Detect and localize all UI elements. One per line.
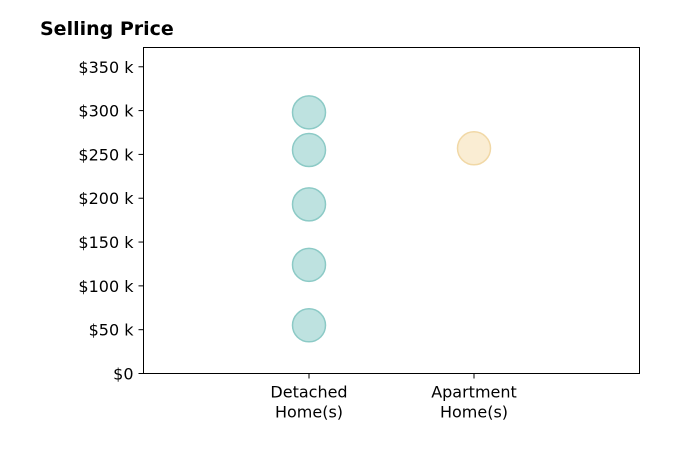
x-tick-label: Detached	[270, 383, 347, 402]
y-tick-label: $100 k	[78, 277, 134, 296]
y-tick-label: $0	[113, 365, 133, 384]
chart-title: Selling Price	[40, 18, 174, 40]
data-point	[291, 187, 327, 222]
data-point	[291, 247, 327, 283]
data-point	[291, 308, 327, 343]
y-tick-label: $350 k	[78, 58, 134, 77]
x-tick-label: Home(s)	[440, 403, 508, 422]
y-axis: $0 $50 k $100 k $150 k $200 k $250 k $300 k $35…	[78, 58, 144, 384]
x-tick-label: Home(s)	[275, 403, 343, 422]
y-tick-label: $150 k	[78, 233, 134, 252]
data-point	[291, 132, 327, 168]
data-point	[291, 95, 327, 130]
y-tick-label: $250 k	[78, 145, 134, 164]
x-tick-label: Apartment	[431, 383, 517, 402]
data-points	[291, 95, 492, 343]
plot-frame	[143, 47, 640, 374]
data-point	[456, 131, 492, 166]
y-tick-label: $300 k	[78, 102, 134, 121]
y-tick-label: $50 k	[89, 321, 135, 340]
y-tick-label: $200 k	[78, 189, 134, 208]
plot-area	[143, 47, 640, 374]
